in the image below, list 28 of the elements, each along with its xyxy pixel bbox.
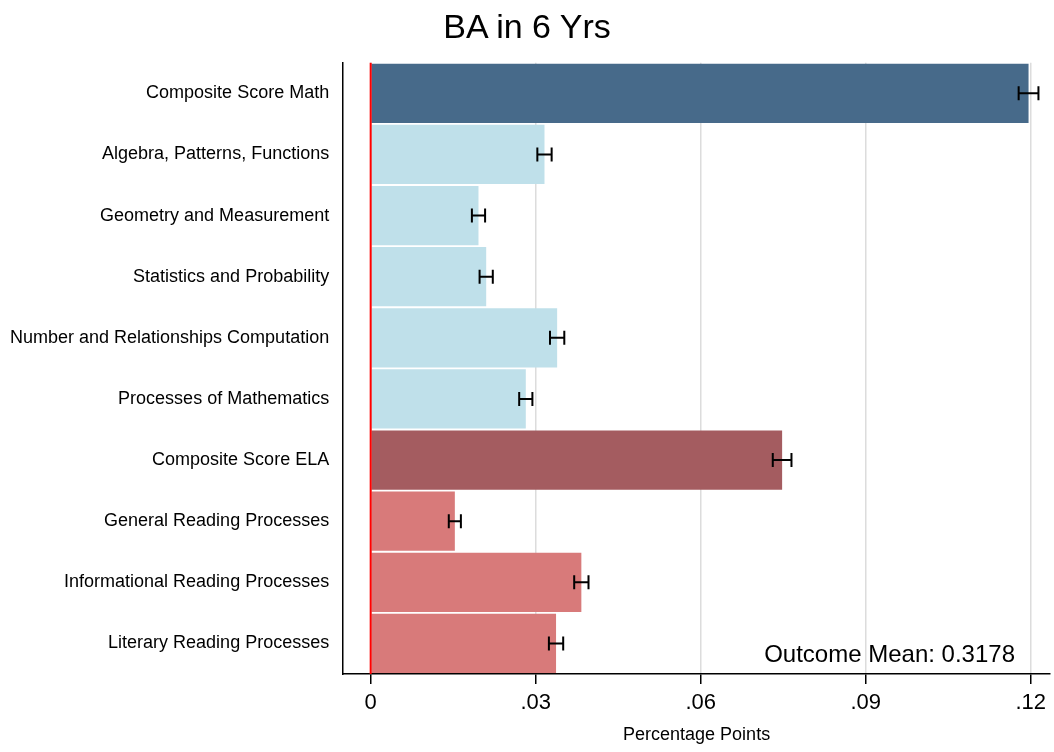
bar xyxy=(371,613,557,674)
x-tick-label: .06 xyxy=(685,689,717,715)
bar xyxy=(371,369,526,429)
x-axis-title: Percentage Points xyxy=(623,724,771,745)
y-tick-label: Number and Relationships Computation xyxy=(9,326,330,347)
chart-title: BA in 6 Yrs xyxy=(443,6,611,45)
bar xyxy=(371,247,487,307)
y-tick-label: Statistics and Probability xyxy=(133,265,330,286)
x-tick-label: .09 xyxy=(850,689,882,715)
x-tick-label: 0 xyxy=(364,689,377,715)
y-tick-label: Literary Reading Processes xyxy=(108,632,330,653)
bar xyxy=(371,552,582,612)
y-tick-label: Geometry and Measurement xyxy=(100,204,330,225)
bar xyxy=(371,185,479,246)
bar xyxy=(371,124,545,185)
x-tick-label: .03 xyxy=(520,689,551,715)
y-tick-label: Algebra, Patterns, Functions xyxy=(102,143,330,164)
bar xyxy=(371,430,783,490)
annotation: Outcome Mean: 0.3178 xyxy=(764,640,1015,667)
y-tick-label: Composite Score ELA xyxy=(152,449,330,470)
x-tick-label: .12 xyxy=(1015,689,1047,715)
bar xyxy=(371,491,455,551)
y-tick-label: Processes of Mathematics xyxy=(118,387,330,408)
y-tick-label: General Reading Processes xyxy=(104,510,330,531)
bar xyxy=(371,308,558,368)
y-tick-label: Informational Reading Processes xyxy=(64,571,330,592)
bar xyxy=(371,63,1029,123)
y-tick-label: Composite Score Math xyxy=(146,82,330,103)
